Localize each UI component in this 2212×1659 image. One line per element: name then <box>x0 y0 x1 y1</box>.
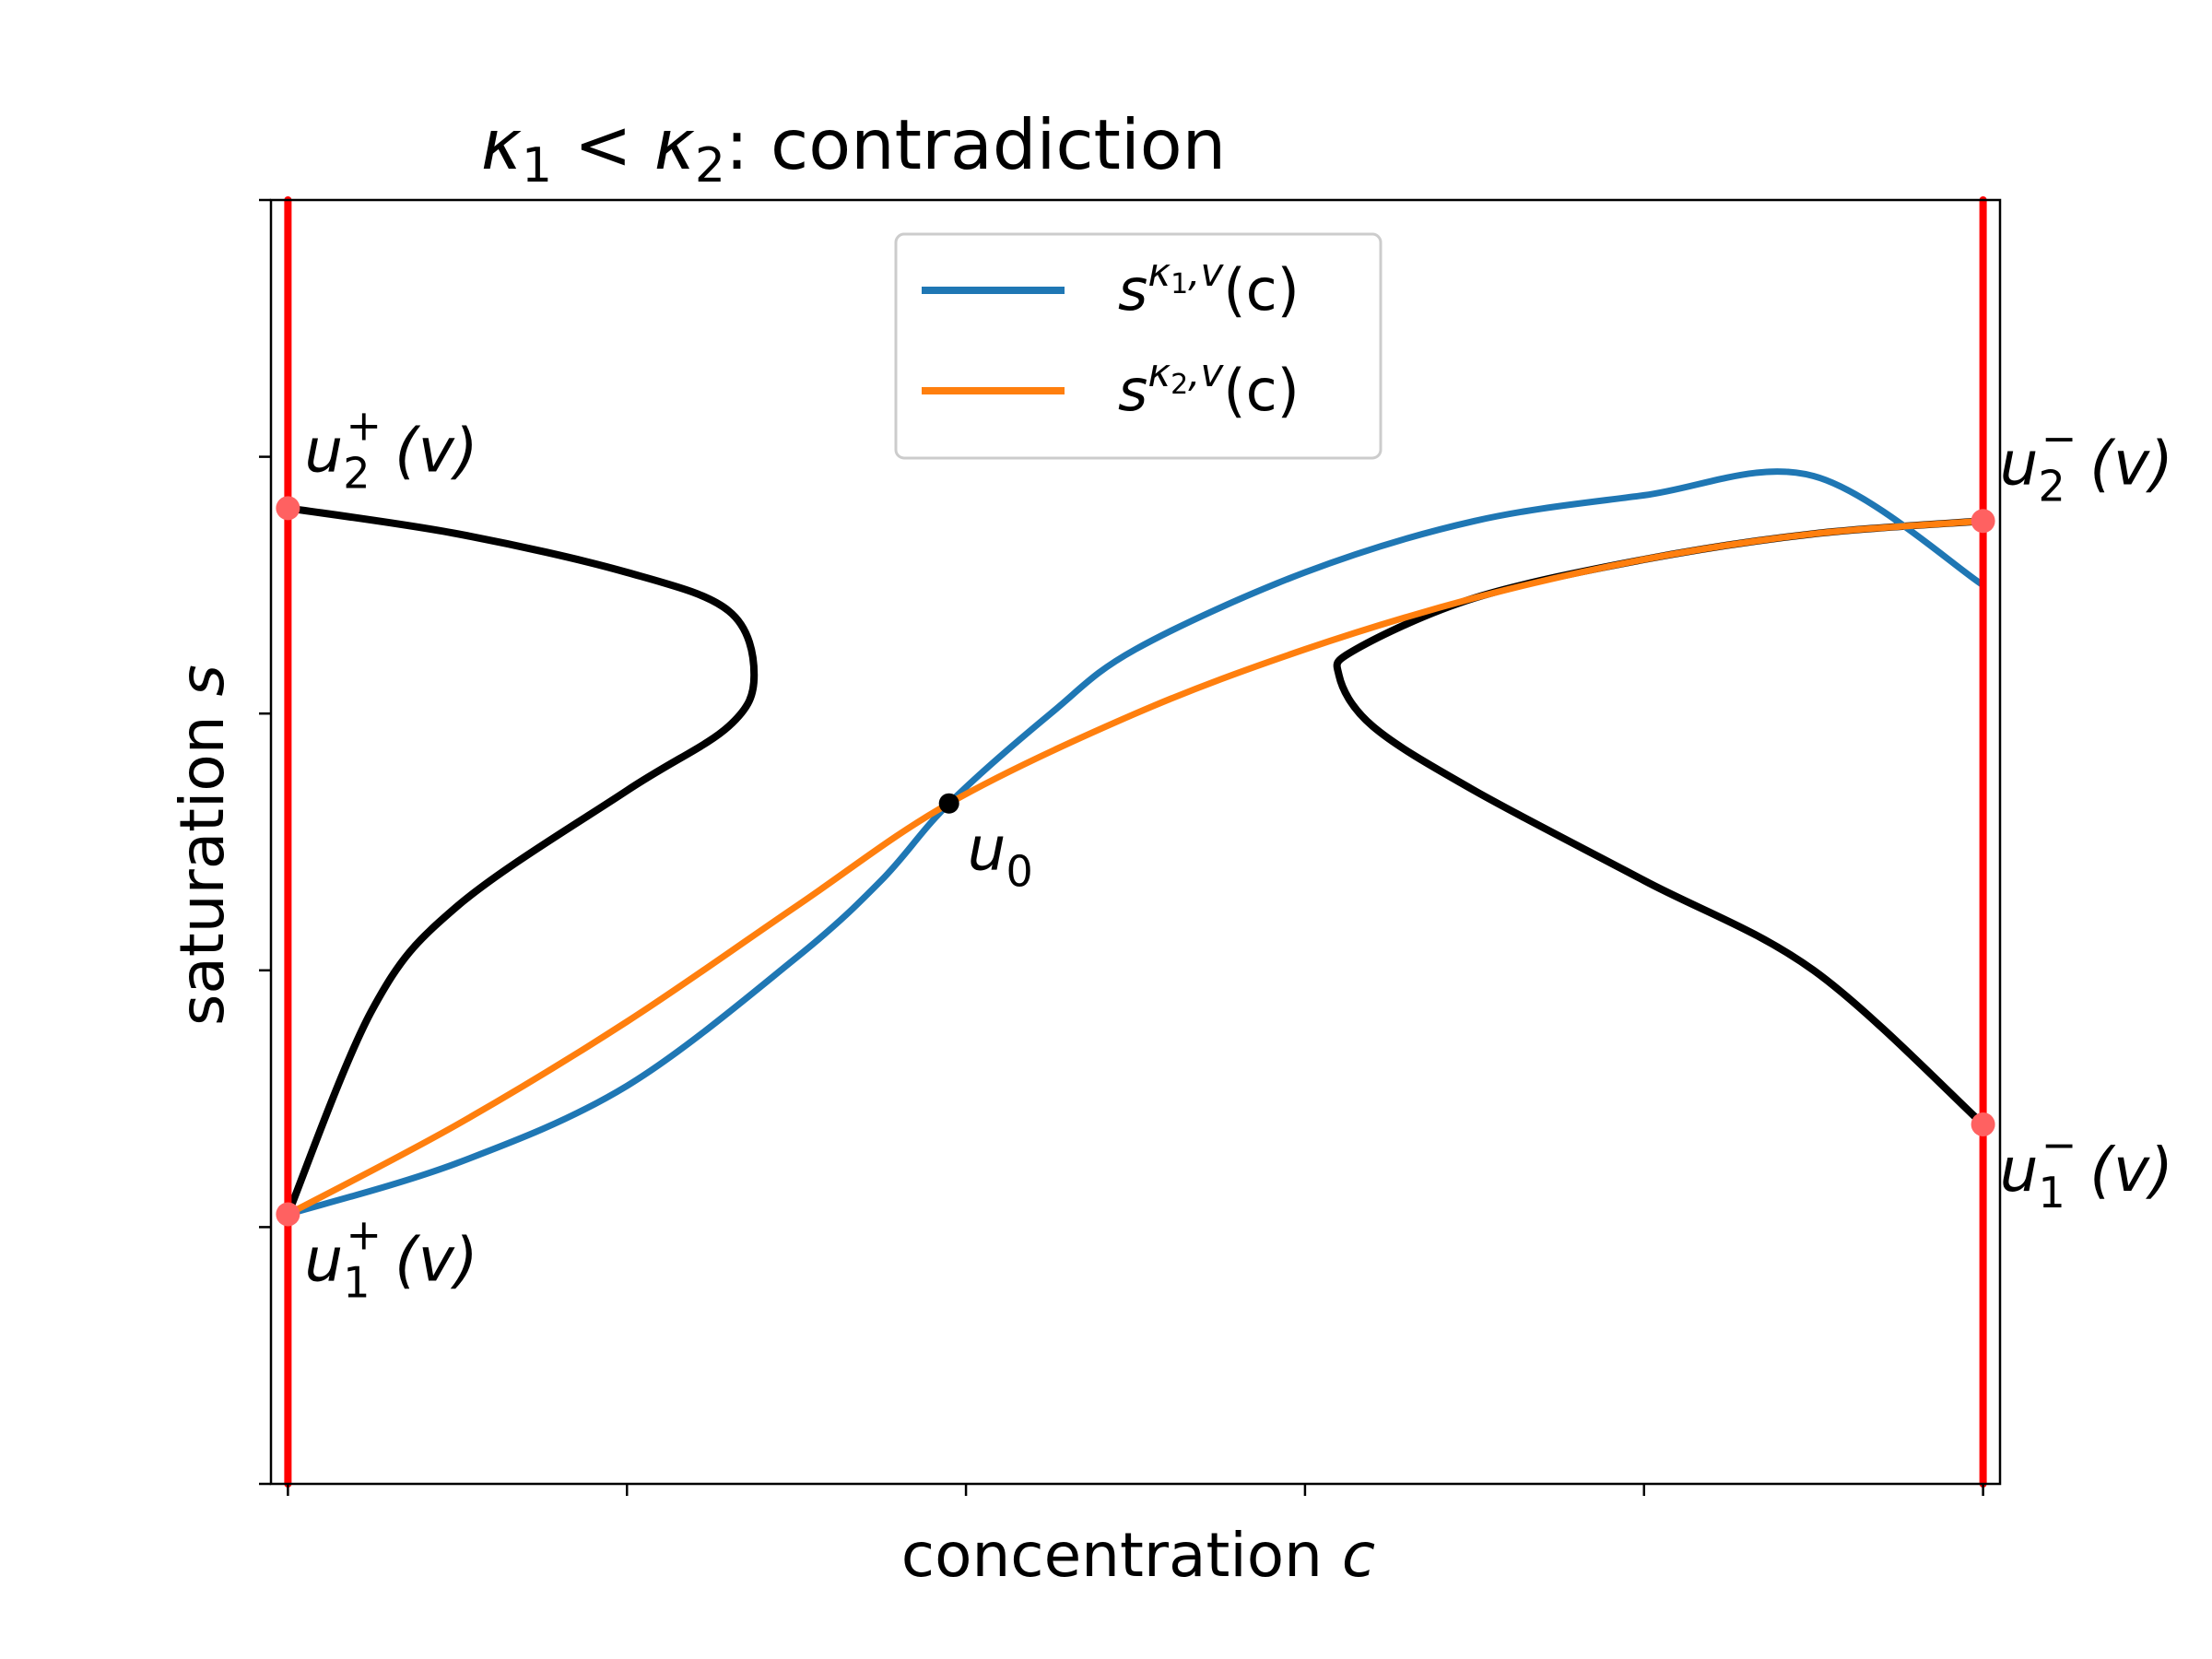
point-label-u2minus: u2− (v) <box>2000 413 2173 511</box>
point-label-layer: u2+ (v) u1+ (v) u2− (v) u1− (v) u0 <box>304 400 2172 1307</box>
y-axis-label: saturation s <box>167 665 238 1026</box>
title-kappa2: κ <box>654 104 695 185</box>
title-rest: : contradiction <box>725 104 1226 185</box>
series-layer <box>284 196 1987 1488</box>
series-boundary-left <box>284 504 759 1218</box>
legend: sκ1,v(c) sκ2,v(c) <box>894 232 1382 460</box>
point-u2minus <box>1971 509 1995 534</box>
title-lt: < <box>552 104 654 185</box>
title-sub1: 1 <box>522 138 552 194</box>
series-s-kappa2 <box>284 517 1987 1218</box>
axes-layer <box>259 198 2002 1496</box>
point-layer <box>276 496 1995 1227</box>
legend-label-kappa2: sκ2,v(c) <box>1118 350 1300 424</box>
y-axis-label-text: saturation <box>167 696 238 1026</box>
point-label-u1minus: u1− (v) <box>2000 1120 2173 1218</box>
series-s-kappa1 <box>284 468 1987 1218</box>
y-axis-label-var: s <box>167 665 238 696</box>
chart-title: κ1 < κ2: contradiction <box>481 104 1226 194</box>
point-label-u2plus: u2+ (v) <box>304 400 477 498</box>
point-u2plus <box>276 496 300 521</box>
plot-frame <box>269 198 2002 1486</box>
x-axis-label-var: c <box>1342 1520 1375 1591</box>
x-axis-label-text: concentration <box>901 1520 1342 1591</box>
point-label-u1plus: u1+ (v) <box>304 1209 477 1307</box>
point-u1minus <box>1971 1112 1995 1136</box>
x-axis-label: concentration c <box>901 1520 1375 1591</box>
title-sub2: 2 <box>695 138 725 194</box>
legend-label-kappa1: sκ1,v(c) <box>1118 250 1300 324</box>
point-u1plus <box>276 1202 300 1227</box>
point-u0 <box>938 793 959 814</box>
title-kappa1: κ <box>481 104 522 185</box>
point-label-u0: u0 <box>968 814 1033 897</box>
